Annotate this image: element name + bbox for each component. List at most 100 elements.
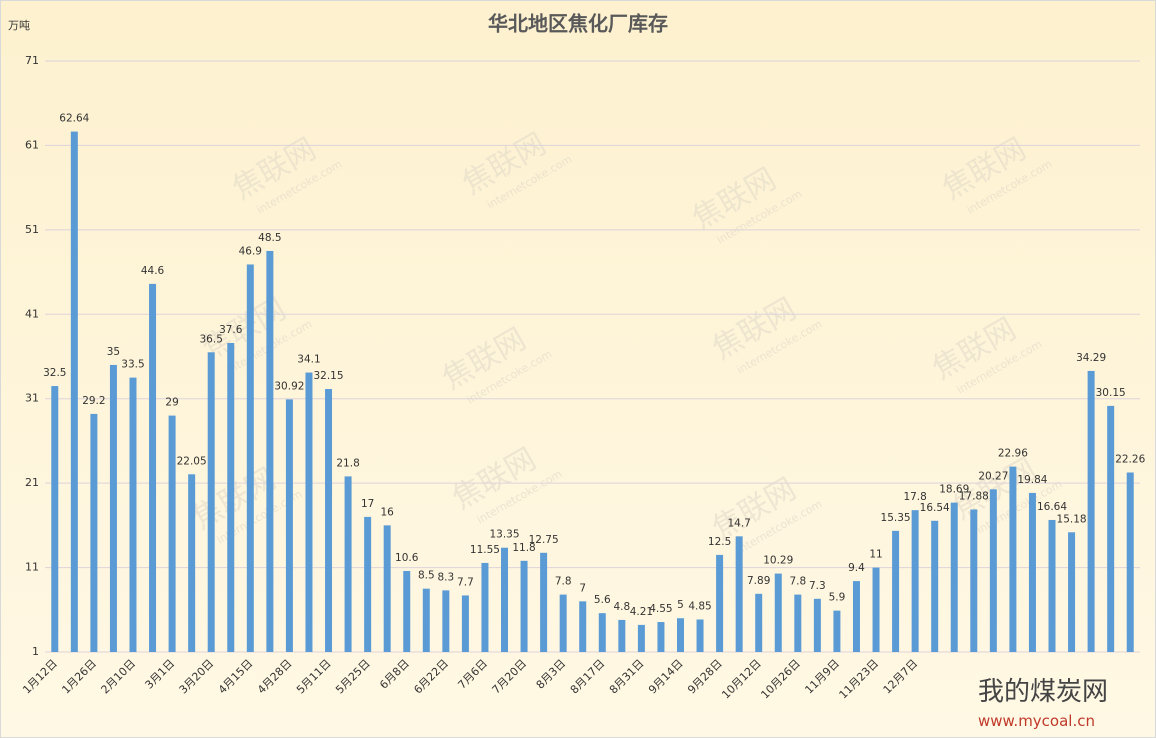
bar	[774, 573, 782, 652]
value-label: 8.3	[437, 571, 454, 583]
value-label: 16	[381, 506, 395, 518]
value-label: 4.55	[649, 603, 672, 615]
value-label: 7.8	[789, 576, 806, 588]
bar	[794, 594, 802, 652]
bar	[735, 536, 743, 652]
value-label: 22.96	[998, 448, 1028, 460]
bar	[716, 554, 724, 652]
bar	[950, 502, 958, 652]
bar	[813, 598, 821, 652]
bar	[1048, 519, 1056, 652]
value-label: 12.75	[529, 534, 559, 546]
value-label: 10.29	[763, 555, 793, 567]
value-label: 33.5	[121, 359, 144, 371]
bar	[872, 567, 880, 652]
value-label: 9.4	[848, 562, 865, 574]
bar	[109, 364, 117, 652]
y-tick-label: 21	[25, 476, 39, 489]
value-label: 21.8	[336, 457, 359, 469]
value-label: 18.69	[939, 484, 969, 496]
value-label: 5.6	[594, 594, 611, 606]
value-label: 12.5	[708, 536, 731, 548]
value-label: 37.6	[219, 324, 243, 336]
bar	[51, 386, 59, 652]
bar	[579, 601, 587, 652]
value-label: 11	[869, 549, 882, 561]
bar	[70, 131, 78, 653]
bar	[1068, 532, 1076, 652]
y-tick-label: 51	[25, 223, 39, 236]
bar	[1107, 405, 1115, 652]
bar	[149, 283, 157, 652]
bar	[442, 590, 450, 652]
value-label: 7	[579, 582, 586, 594]
bar	[285, 399, 293, 652]
y-tick-label: 41	[25, 307, 39, 320]
value-label: 17	[361, 498, 374, 510]
bar	[461, 595, 469, 652]
bar	[1028, 492, 1036, 652]
bar	[852, 581, 860, 652]
value-label: 35	[107, 346, 120, 358]
bar	[637, 624, 645, 652]
bar	[188, 474, 196, 652]
y-tick-label: 1	[32, 645, 39, 658]
value-label: 19.84	[1017, 474, 1047, 486]
value-label: 4.85	[688, 600, 711, 612]
bar	[1009, 466, 1017, 652]
bar	[970, 509, 978, 652]
bar	[598, 613, 606, 652]
bar	[931, 520, 939, 652]
bar	[325, 389, 333, 652]
bar	[1126, 472, 1134, 652]
bar	[520, 560, 528, 652]
value-label: 14.7	[727, 517, 750, 529]
value-label: 11.8	[512, 542, 535, 554]
bar	[305, 372, 313, 652]
value-label: 48.5	[258, 232, 281, 244]
bar	[246, 264, 254, 652]
bar	[403, 570, 411, 652]
y-tick-label: 31	[25, 392, 39, 405]
value-label: 29.2	[82, 395, 105, 407]
bar	[755, 593, 763, 652]
bar	[168, 415, 176, 652]
bar	[618, 619, 626, 652]
value-label: 22.05	[177, 455, 207, 467]
value-label: 30.15	[1096, 387, 1126, 399]
value-label: 20.27	[978, 470, 1008, 482]
bar	[207, 352, 215, 652]
bar	[501, 547, 509, 652]
bar	[129, 377, 137, 652]
value-label: 32.5	[43, 367, 66, 379]
value-label: 44.6	[141, 265, 165, 277]
y-tick-label: 71	[25, 54, 39, 67]
value-label: 17.8	[903, 491, 926, 503]
brand: 我的煤炭网	[978, 677, 1108, 707]
value-label: 15.35	[881, 512, 911, 524]
y-tick-label: 11	[25, 561, 39, 574]
value-label: 36.5	[200, 333, 223, 345]
value-label: 34.29	[1076, 352, 1106, 364]
value-label: 32.15	[313, 370, 343, 382]
value-label: 22.26	[1115, 454, 1145, 466]
value-label: 13.35	[489, 529, 519, 541]
bar	[364, 516, 372, 652]
bar	[676, 618, 684, 652]
bar	[90, 413, 98, 652]
value-label: 11.55	[470, 544, 500, 556]
bar	[481, 562, 489, 652]
bar	[657, 622, 665, 652]
bar	[422, 588, 430, 652]
bar	[892, 530, 900, 652]
value-label: 46.9	[239, 245, 262, 257]
value-label: 17.88	[959, 490, 989, 502]
value-label: 7.8	[555, 576, 572, 588]
value-label: 15.18	[1057, 513, 1087, 525]
bar	[911, 510, 919, 652]
value-label: 16.54	[920, 502, 950, 514]
bar	[1087, 370, 1095, 652]
bar	[227, 342, 235, 652]
bar	[559, 594, 567, 652]
